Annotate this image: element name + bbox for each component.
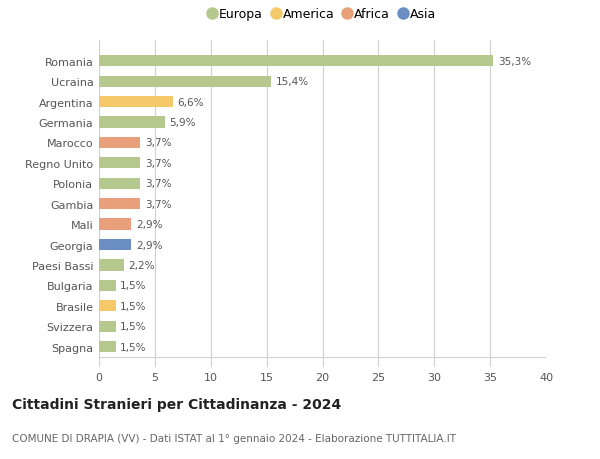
Bar (99, 117, 165, 129)
Text: 1,5%: 1,5% (120, 342, 147, 352)
Text: 1,5%: 1,5% (120, 301, 147, 311)
Text: 2,9%: 2,9% (136, 219, 163, 230)
Bar (99, 199, 140, 210)
Text: 3,7%: 3,7% (145, 158, 172, 168)
Bar (99, 301, 116, 312)
Text: 5,9%: 5,9% (169, 118, 196, 128)
Text: 2,2%: 2,2% (128, 260, 155, 270)
Text: 6,6%: 6,6% (177, 97, 204, 107)
Bar (99, 97, 173, 108)
Bar (99, 138, 140, 149)
Text: 15,4%: 15,4% (275, 77, 308, 87)
Text: 2,9%: 2,9% (136, 240, 163, 250)
Bar (99, 219, 131, 230)
Text: 3,7%: 3,7% (145, 199, 172, 209)
Bar (99, 178, 140, 190)
Text: COMUNE DI DRAPIA (VV) - Dati ISTAT al 1° gennaio 2024 - Elaborazione TUTTITALIA.: COMUNE DI DRAPIA (VV) - Dati ISTAT al 1°… (12, 433, 456, 442)
Bar (99, 240, 131, 251)
Text: 3,7%: 3,7% (145, 138, 172, 148)
Bar (99, 280, 116, 291)
Bar (99, 321, 116, 332)
Bar (99, 260, 124, 271)
Bar (99, 158, 140, 169)
Text: Cittadini Stranieri per Cittadinanza - 2024: Cittadini Stranieri per Cittadinanza - 2… (12, 397, 341, 412)
Text: 1,5%: 1,5% (120, 281, 147, 291)
Bar (99, 341, 116, 353)
Bar (99, 77, 271, 88)
Text: 1,5%: 1,5% (120, 321, 147, 331)
Text: 35,3%: 35,3% (498, 57, 531, 67)
Legend: Europa, America, Africa, Asia: Europa, America, Africa, Asia (209, 8, 436, 22)
Bar (99, 56, 493, 67)
Text: 3,7%: 3,7% (145, 179, 172, 189)
